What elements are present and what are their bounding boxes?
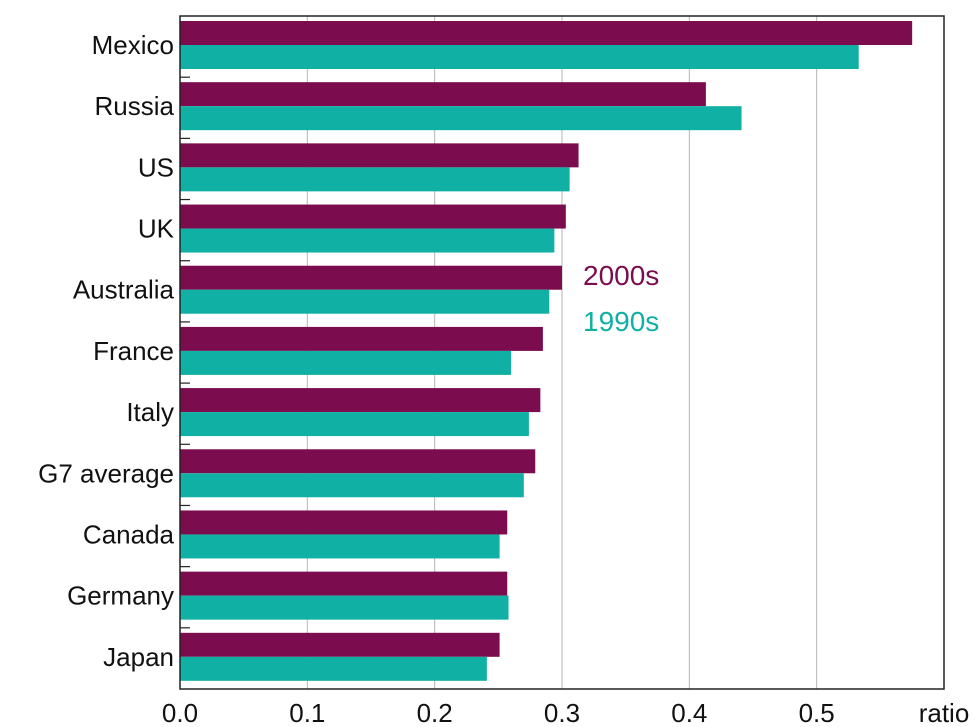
category-label: Russia [95, 91, 175, 121]
x-tick-label: 0.0 [162, 698, 198, 727]
axis-ticks [180, 76, 190, 629]
x-tick-label: 0.4 [671, 698, 707, 727]
bar-2000s-uk [180, 204, 566, 229]
x-tick-label: 0.2 [417, 698, 453, 727]
bar-2000s-russia [180, 82, 706, 107]
category-label: France [93, 336, 174, 366]
category-label: US [138, 152, 174, 182]
bar-1990s-japan [180, 656, 487, 681]
category-label: Australia [73, 275, 175, 305]
bar-2000s-mexico [180, 21, 913, 45]
bar-1990s-russia [180, 106, 742, 131]
bar-2000s-us [180, 143, 579, 168]
bar-1990s-uk [180, 228, 555, 253]
category-label: G7 average [38, 458, 174, 488]
bar-1990s-germany [180, 595, 509, 620]
x-tick-label: 0.5 [799, 698, 835, 727]
bar-1990s-mexico [180, 45, 859, 69]
bar-1990s-australia [180, 289, 550, 314]
bar-1990s-france [180, 350, 512, 375]
bars [180, 21, 913, 681]
bar-2000s-germany [180, 571, 508, 596]
category-label: UK [138, 214, 175, 244]
bar-1990s-us [180, 167, 570, 192]
x-tick-label: 0.1 [289, 698, 325, 727]
bar-1990s-g7-average [180, 473, 524, 498]
category-label: Canada [83, 519, 175, 549]
category-label: Japan [103, 642, 174, 672]
category-labels: Mexico Russia US UK Australia France Italy G7 a… [38, 30, 175, 672]
bar-2000s-g7-average [180, 449, 536, 474]
legend-2000s: 2000s [583, 260, 659, 291]
category-label: Italy [126, 397, 174, 427]
plot-frame [179, 15, 945, 690]
bar-1990s-canada [180, 534, 500, 559]
x-tick-labels: 0.0 0.1 0.2 0.3 0.4 0.5 [162, 698, 835, 727]
legend-1990s: 1990s [583, 306, 659, 337]
bar-1990s-italy [180, 412, 529, 437]
x-unit-label: ratio [919, 698, 970, 727]
bar-2000s-italy [180, 388, 541, 413]
category-label: Mexico [92, 30, 174, 60]
category-label: Germany [67, 581, 174, 611]
x-tick-label: 0.3 [544, 698, 580, 727]
bar-2000s-australia [180, 265, 562, 290]
bar-2000s-japan [180, 632, 500, 657]
bar-2000s-france [180, 326, 543, 351]
bar-2000s-canada [180, 510, 508, 535]
